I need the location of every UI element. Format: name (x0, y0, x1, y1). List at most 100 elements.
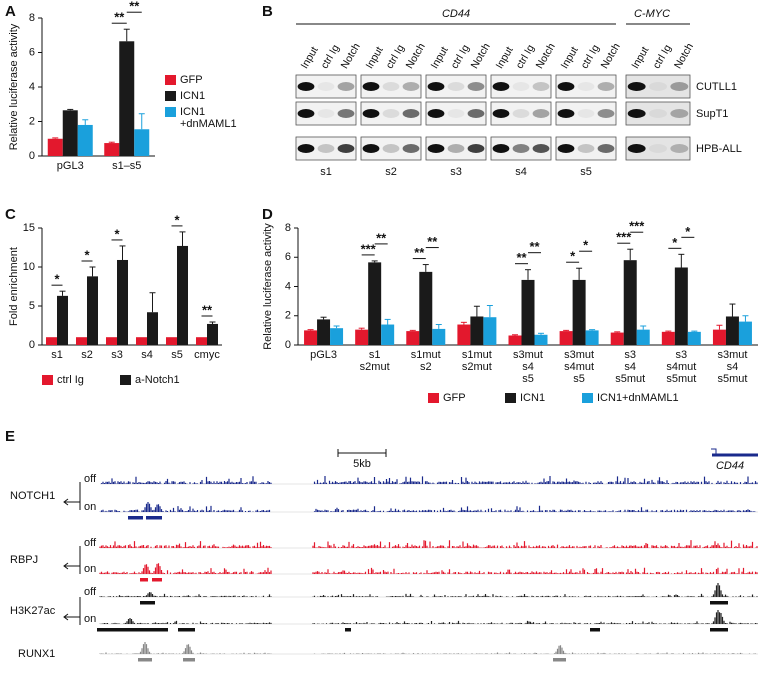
bar (610, 332, 624, 345)
gel-band (447, 82, 465, 91)
lane-label: Input (629, 45, 651, 71)
bar (687, 331, 701, 345)
bar (77, 124, 93, 156)
gel-box (625, 101, 691, 126)
y-tick-label: 0 (29, 339, 35, 351)
gel-band (297, 82, 315, 91)
gel-box (360, 101, 422, 126)
y-tick-label: 4 (29, 81, 35, 93)
lane-label: Notch (599, 41, 623, 71)
factor-arrow (63, 562, 80, 570)
gel-band (597, 144, 615, 153)
gel-band (670, 82, 689, 91)
gel-band (447, 109, 465, 118)
lane-label: Input (299, 45, 321, 71)
cell-line-label: SupT1 (696, 108, 728, 120)
lane-label: Input (364, 45, 386, 71)
factor-label: NOTCH1 (10, 490, 55, 502)
state-label: off (84, 537, 97, 549)
bar (106, 337, 117, 345)
significance-label: * (174, 212, 180, 227)
gel-band (492, 82, 510, 91)
peak-call (140, 578, 148, 582)
site-label: s5 (580, 166, 592, 178)
gel-band (512, 109, 530, 118)
legend-label: GFP (443, 392, 466, 404)
bar (738, 321, 752, 345)
bar (355, 329, 369, 345)
legend-swatch (165, 107, 176, 117)
gel-box (425, 136, 487, 161)
bar (725, 316, 739, 345)
significance-label: * (54, 272, 60, 287)
lane-label: Input (494, 45, 516, 71)
gel-band (532, 109, 550, 118)
gel-band (317, 109, 335, 118)
gel-band (427, 82, 445, 91)
x-tick-label: pGL3 (310, 349, 338, 361)
gel-band (532, 144, 550, 153)
legend-label: ICN1+dnMAML1 (597, 392, 679, 404)
state-label: off (84, 586, 97, 598)
legend-label: ICN1 (180, 90, 206, 102)
bar (330, 328, 344, 345)
cell-line-label: HPB-ALL (696, 143, 742, 155)
gel-band (557, 82, 575, 91)
significance-label: ** (376, 230, 387, 245)
bar (623, 260, 637, 345)
bar (207, 323, 218, 345)
x-tick-label: s3 s4mut s5mut (666, 349, 697, 385)
significance-label: ** (114, 10, 125, 25)
track-signal (100, 476, 758, 484)
cell-line-label: CUTLL1 (696, 81, 737, 93)
lane-label: ctrl Ig (579, 43, 602, 71)
gel-box (555, 74, 617, 99)
gel-band (427, 144, 445, 153)
significance-label: *** (361, 241, 377, 256)
gel-box (360, 136, 422, 161)
gel-band (627, 144, 646, 153)
factor-arrow (63, 613, 80, 621)
lane-label: ctrl Ig (449, 43, 472, 71)
x-tick-label: s3mut s4mut s5 (564, 349, 595, 385)
gel-box (555, 101, 617, 126)
bar (57, 295, 68, 345)
gel-band (297, 109, 315, 118)
peak-call (590, 628, 600, 632)
factor-arrow (63, 498, 80, 506)
lane-label: Notch (404, 41, 428, 71)
bar (368, 262, 382, 345)
gel-band (532, 82, 550, 91)
significance-label: ** (414, 245, 425, 260)
bar (76, 337, 87, 345)
y-tick-label: 0 (29, 150, 35, 162)
gel-band (382, 109, 400, 118)
bar (166, 337, 177, 345)
legend-swatch (428, 393, 439, 403)
gel-band (362, 82, 380, 91)
bar (381, 324, 395, 345)
peak-call (152, 578, 162, 582)
bar (177, 245, 188, 345)
panel-label: C (5, 206, 16, 223)
y-tick-label: 4 (285, 280, 291, 292)
y-axis-label: Relative luciferase activity (8, 23, 20, 150)
legend-swatch (505, 393, 516, 403)
significance-label: * (84, 247, 90, 262)
bar (196, 337, 207, 345)
track-signal (99, 642, 757, 654)
bar (136, 337, 147, 345)
x-tick-label: cmyc (194, 349, 220, 361)
gene-arrow (711, 448, 717, 455)
gel-band (362, 109, 380, 118)
significance-label: *** (616, 230, 632, 245)
gel-box (295, 74, 357, 99)
track-signal (99, 563, 758, 574)
lane-label: ctrl Ig (384, 43, 407, 71)
significance-label: ** (129, 0, 140, 14)
peak-call (128, 516, 143, 520)
peak-call (97, 628, 168, 632)
legend-swatch (165, 75, 176, 85)
bar (304, 330, 318, 345)
gel-band (512, 144, 530, 153)
